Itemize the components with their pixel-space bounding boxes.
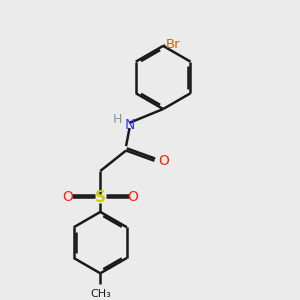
Text: S: S (95, 190, 106, 205)
Text: CH₃: CH₃ (90, 290, 111, 299)
Text: O: O (127, 190, 138, 204)
Text: Br: Br (166, 38, 180, 51)
Text: O: O (63, 190, 74, 204)
Text: N: N (124, 118, 135, 132)
Text: H: H (113, 113, 122, 126)
Text: O: O (158, 154, 169, 168)
